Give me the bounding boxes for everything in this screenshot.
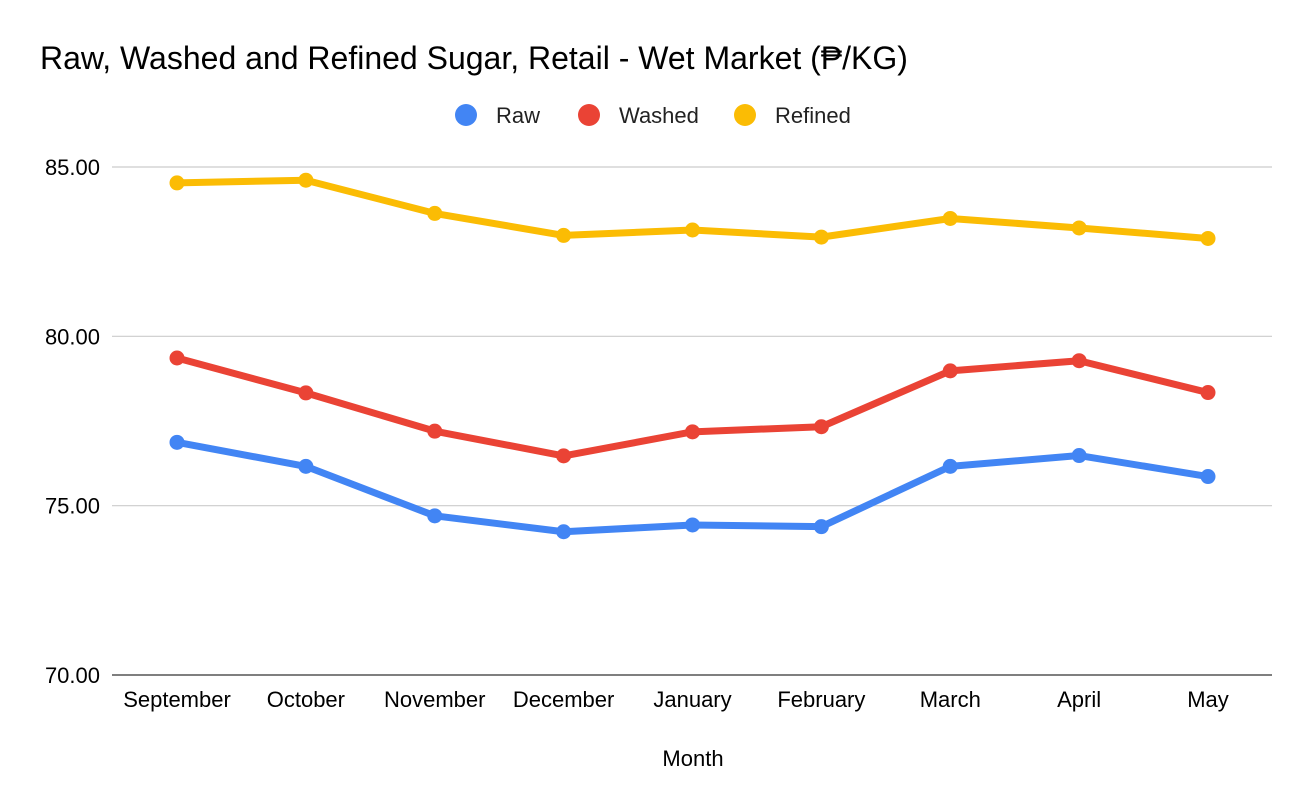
series-group [169,172,1216,540]
x-axis-title: Month [662,746,723,771]
data-point-refined [813,229,829,245]
y-axis-tick-labels: 70.00 75.00 80.00 85.00 [45,155,100,688]
x-tick-label: February [777,687,865,712]
x-tick-label: March [920,687,981,712]
gridlines [112,166,1272,676]
y-tick-label: 85.00 [45,155,100,180]
data-point-raw [556,524,572,540]
x-tick-label: November [384,687,485,712]
legend: Raw Washed Refined [455,103,851,128]
data-point-raw [427,508,443,524]
data-point-raw [685,517,700,533]
data-point-raw [169,434,185,450]
data-point-washed [556,448,572,464]
data-point-washed [298,385,314,401]
data-point-washed [685,424,700,440]
data-point-raw [298,458,314,474]
x-tick-label: April [1057,687,1101,712]
data-point-refined [942,210,958,226]
series-raw [169,434,1216,540]
data-point-washed [427,423,443,439]
x-tick-label: May [1187,687,1229,712]
data-point-washed [813,419,829,435]
data-point-raw [1071,448,1087,464]
data-point-raw [813,519,829,535]
legend-marker-washed [578,104,600,126]
x-axis-tick-labels: September October November December January F… [123,687,1229,712]
x-tick-label: October [267,687,345,712]
legend-item-refined[interactable]: Refined [734,103,851,128]
x-tick-label: January [653,687,731,712]
chart-title: Raw, Washed and Refined Sugar, Retail - … [40,40,908,76]
data-point-refined [298,172,314,188]
series-line-washed [173,354,1212,460]
y-tick-label: 75.00 [45,494,100,519]
y-tick-label: 80.00 [45,324,100,349]
legend-item-washed[interactable]: Washed [578,103,699,128]
data-point-refined [169,175,185,191]
x-tick-label: December [513,687,614,712]
series-washed [169,350,1216,464]
data-point-refined [427,205,443,221]
data-point-washed [1200,385,1216,401]
legend-marker-raw [455,104,477,126]
x-tick-label: September [123,687,231,712]
legend-label: Refined [775,103,851,128]
legend-label: Raw [496,103,540,128]
data-point-refined [1200,230,1216,246]
data-point-raw [942,458,958,474]
legend-label: Washed [619,103,699,128]
series-refined [169,172,1216,246]
legend-item-raw[interactable]: Raw [455,103,540,128]
data-point-refined [556,227,572,243]
data-point-washed [942,363,958,379]
data-point-refined [1071,220,1087,236]
data-point-refined [685,222,700,238]
data-point-washed [169,350,185,366]
data-point-washed [1071,353,1087,369]
legend-marker-refined [734,104,756,126]
data-point-raw [1200,469,1216,485]
y-tick-label: 70.00 [45,663,100,688]
